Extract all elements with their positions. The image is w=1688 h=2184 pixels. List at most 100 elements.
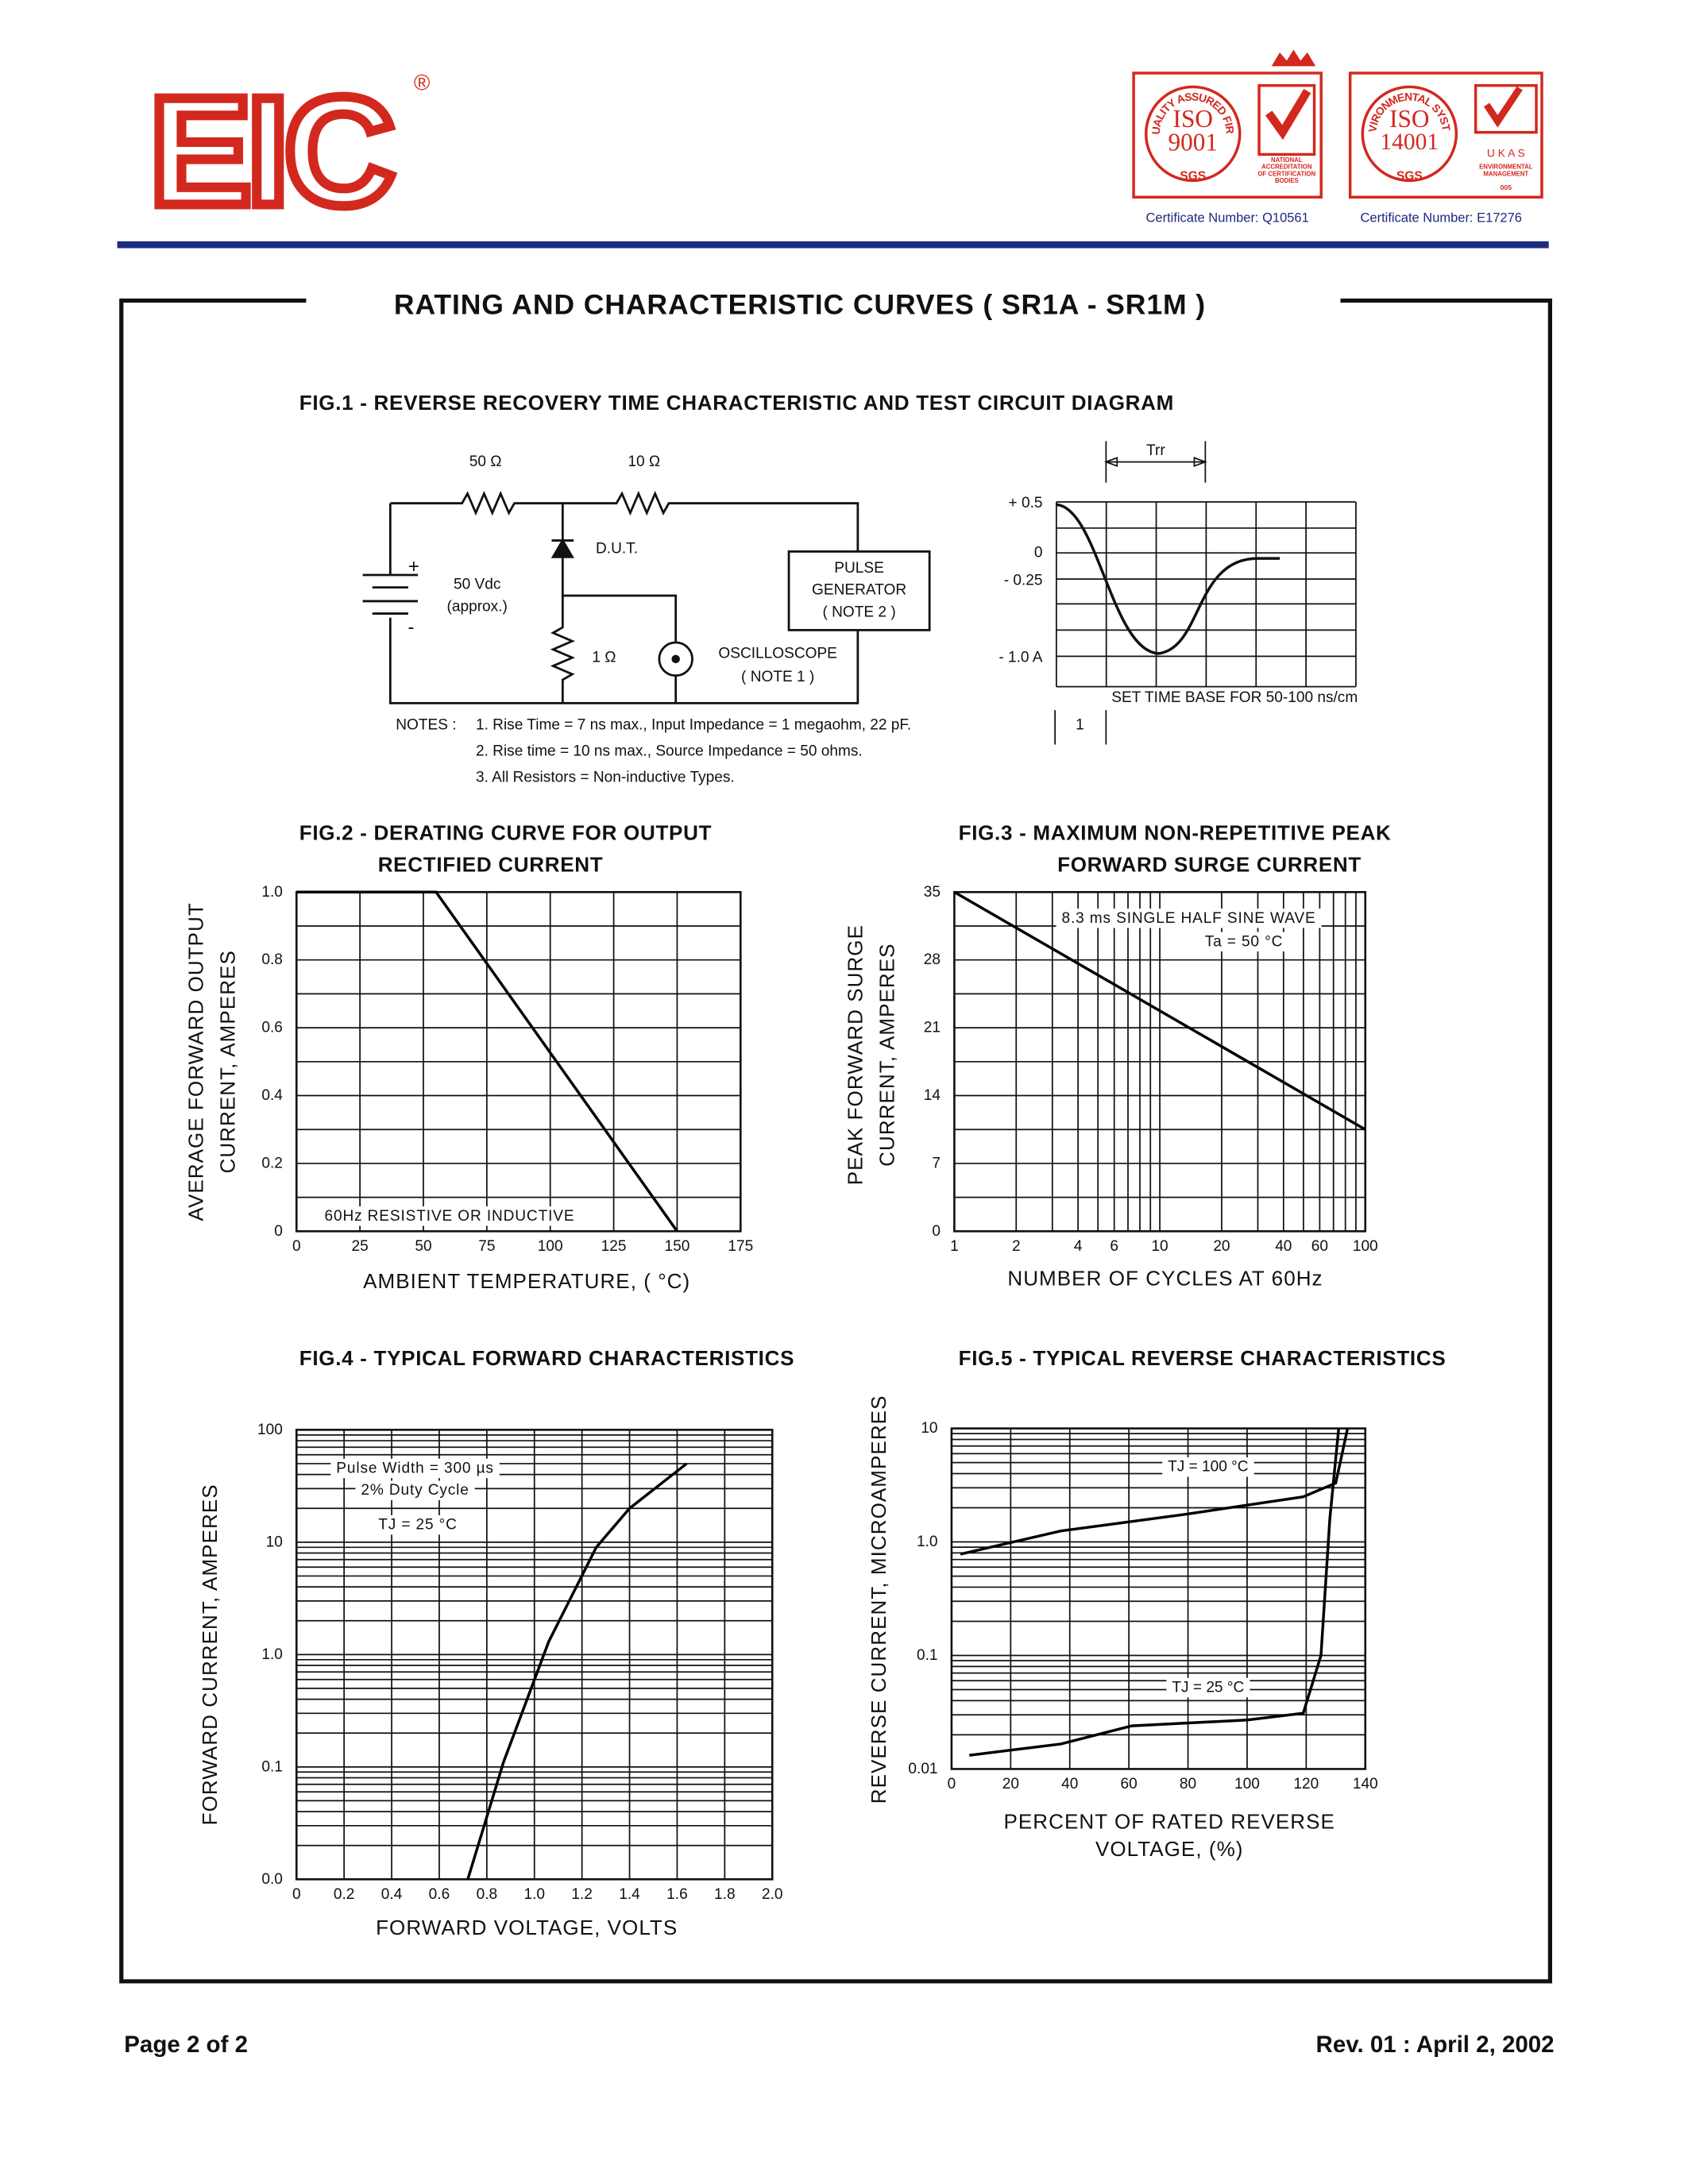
x-tick-label: 20 xyxy=(1002,1776,1019,1792)
circuit xyxy=(362,491,931,704)
note: 3. All Resistors = Non-inductive Types. xyxy=(476,770,735,786)
x-tick-label: 2 xyxy=(1012,1238,1021,1255)
annotation: 8.3 ms SINGLE HALF SINE WAVE xyxy=(1061,910,1315,927)
y-tick-label: 28 xyxy=(924,951,941,968)
y-tick-label: 0 xyxy=(932,1223,941,1240)
x-tick-label: 60 xyxy=(1311,1238,1328,1255)
level-label: - 0.25 xyxy=(1004,572,1043,588)
x-tick-label: 20 xyxy=(1213,1238,1230,1255)
badge-iso: ISO xyxy=(1389,105,1429,133)
x-tick-label: 4 xyxy=(1074,1238,1083,1255)
badge-frame xyxy=(1348,71,1543,199)
scope-label: ( NOTE 1 ) xyxy=(741,669,814,685)
y-tick-label: 100 xyxy=(257,1422,283,1438)
plot-frame xyxy=(950,1427,1367,1770)
source-label: 50 Vdc xyxy=(454,577,501,593)
top-wire xyxy=(390,491,859,552)
scale-label: 1 xyxy=(1076,717,1084,734)
annotation: 60Hz RESISTIVE OR INDUCTIVE xyxy=(324,1208,574,1225)
y-axis-label: CURRENT, AMPERES xyxy=(215,950,239,1173)
x-tick-label: 0.6 xyxy=(429,1886,450,1903)
badge-body: ACCREDITATION xyxy=(1261,164,1312,171)
revision: Rev. 01 : April 2, 2002 xyxy=(1316,2032,1555,2058)
label-background xyxy=(1056,909,1322,928)
left-bottom-wire xyxy=(388,503,859,704)
annotation: 2% Duty Cycle xyxy=(361,1482,469,1499)
annotation: TJ = 25 °C xyxy=(378,1517,458,1534)
logo: EIC xyxy=(149,65,392,237)
annotation: Pulse Width = 300 µs xyxy=(336,1460,494,1476)
x-tick-label: 0.4 xyxy=(381,1886,403,1903)
crown xyxy=(1271,49,1316,67)
badge-number: 14001 xyxy=(1380,129,1439,155)
label-background xyxy=(355,1480,475,1500)
series-label: TJ = 25 °C xyxy=(1172,1679,1244,1696)
label-background xyxy=(330,1458,500,1479)
x-tick-label: 1.2 xyxy=(571,1886,593,1903)
badge-frame xyxy=(1132,71,1323,199)
scale-bar xyxy=(1054,710,1107,745)
generator-label: PULSE xyxy=(834,560,884,577)
check-box xyxy=(1257,83,1316,156)
y-tick-label: 0.4 xyxy=(261,1087,283,1104)
y-tick-label: 21 xyxy=(924,1020,941,1036)
x-tick-label: 25 xyxy=(352,1238,369,1255)
plot-frame xyxy=(295,1429,774,1881)
branch-wire xyxy=(550,503,678,704)
registered-mark: ® xyxy=(414,71,431,95)
badge-body: ENVIRONMENTAL xyxy=(1479,164,1533,171)
chart: 0 20 40 60 80 100 120 140 0.01 0.1 1.0 10 FIG.5 - TY… xyxy=(867,1346,1446,1861)
header-rule xyxy=(117,241,1549,249)
y-tick-label: 0.6 xyxy=(261,1020,283,1036)
plus-label: + xyxy=(408,556,419,577)
x-tick-label: 0 xyxy=(292,1238,301,1255)
generator-label: GENERATOR xyxy=(812,582,906,599)
data-line xyxy=(960,1428,1350,1556)
y-tick-label: 0.1 xyxy=(917,1647,938,1664)
check-mark xyxy=(1265,88,1311,141)
level-label: + 0.5 xyxy=(1009,495,1043,511)
x-tick-label: 60 xyxy=(1121,1776,1138,1792)
x-tick-label: 0 xyxy=(948,1776,956,1792)
resistor-label: 1 Ω xyxy=(592,650,616,666)
certificate-number: Certificate Number: Q10561 xyxy=(1146,210,1309,225)
x-tick-label: 1.4 xyxy=(619,1886,640,1903)
x-axis-label: VOLTAGE, (%) xyxy=(1095,1837,1244,1861)
figure-title: RECTIFIED CURRENT xyxy=(378,853,604,877)
page-title: RATING AND CHARACTERISTIC CURVES ( SR1A … xyxy=(394,289,1206,321)
x-axis-label: AMBIENT TEMPERATURE, ( °C) xyxy=(363,1269,690,1293)
trr-label: Trr xyxy=(1146,442,1165,459)
y-tick-label: 14 xyxy=(924,1087,941,1104)
diode xyxy=(550,538,574,558)
x-tick-label: 175 xyxy=(728,1238,753,1255)
y-tick-label: 35 xyxy=(924,884,941,901)
badge-sgs: SGS xyxy=(1396,170,1423,183)
generator-label: ( NOTE 2 ) xyxy=(822,604,895,620)
chart: 0 25 50 75 100 125 150 175 0 0.2 0.4 0.6 0.8 1.0 FIG.2… xyxy=(184,821,754,1293)
x-tick-label: 1.0 xyxy=(523,1886,545,1903)
x-tick-label: 120 xyxy=(1293,1776,1319,1792)
y-tick-label: 1.0 xyxy=(261,1646,283,1663)
data-line xyxy=(296,890,678,1233)
y-tick-label: 0.0 xyxy=(261,1871,283,1888)
chart: 0 0.2 0.4 0.6 0.8 1.0 1.2 1.4 1.6 1.8 2.0 0.0 0.1 1.0… xyxy=(198,1346,794,1939)
minus-label: - xyxy=(408,616,414,638)
x-axis-label: NUMBER OF CYCLES AT 60Hz xyxy=(1007,1266,1323,1290)
y-axis-label: PEAK FORWARD SURGE xyxy=(843,924,867,1185)
figure-title: FIG.4 - TYPICAL FORWARD CHARACTERISTICS xyxy=(299,1346,794,1370)
check-box xyxy=(1474,83,1538,134)
waveform-grid xyxy=(1055,501,1357,688)
label-background xyxy=(1166,1677,1250,1698)
x-tick-label: 0 xyxy=(292,1886,301,1903)
scope-label: OSCILLOSCOPE xyxy=(718,645,837,662)
certificate-number: Certificate Number: E17276 xyxy=(1361,210,1522,225)
dut-label: D.U.T. xyxy=(596,540,638,557)
x-tick-label: 0.2 xyxy=(334,1886,355,1903)
data-line xyxy=(969,1428,1340,1757)
y-axis-label: AVERAGE FORWARD OUTPUT xyxy=(184,902,208,1221)
x-tick-label: 6 xyxy=(1110,1238,1118,1255)
y-tick-label: 0.2 xyxy=(261,1155,283,1171)
badge-iso: ISO xyxy=(1173,105,1213,133)
badge-body: MANAGEMENT xyxy=(1483,170,1528,177)
